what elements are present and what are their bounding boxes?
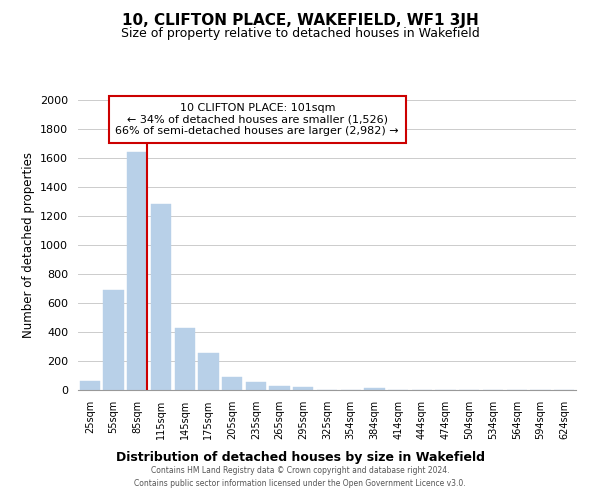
Text: 10, CLIFTON PLACE, WAKEFIELD, WF1 3JH: 10, CLIFTON PLACE, WAKEFIELD, WF1 3JH <box>122 12 478 28</box>
Text: 10 CLIFTON PLACE: 101sqm
← 34% of detached houses are smaller (1,526)
66% of sem: 10 CLIFTON PLACE: 101sqm ← 34% of detach… <box>115 103 399 136</box>
Bar <box>293 387 313 390</box>
Bar <box>127 152 148 390</box>
Bar <box>364 388 385 390</box>
Bar <box>80 380 100 390</box>
Bar <box>269 386 290 390</box>
Bar <box>175 328 195 390</box>
Bar <box>246 382 266 390</box>
Bar <box>103 290 124 390</box>
Bar <box>199 354 218 390</box>
Y-axis label: Number of detached properties: Number of detached properties <box>22 152 35 338</box>
Text: Distribution of detached houses by size in Wakefield: Distribution of detached houses by size … <box>115 451 485 464</box>
Bar <box>151 204 171 390</box>
Text: Size of property relative to detached houses in Wakefield: Size of property relative to detached ho… <box>121 28 479 40</box>
Text: Contains HM Land Registry data © Crown copyright and database right 2024.
Contai: Contains HM Land Registry data © Crown c… <box>134 466 466 487</box>
Bar <box>222 377 242 390</box>
